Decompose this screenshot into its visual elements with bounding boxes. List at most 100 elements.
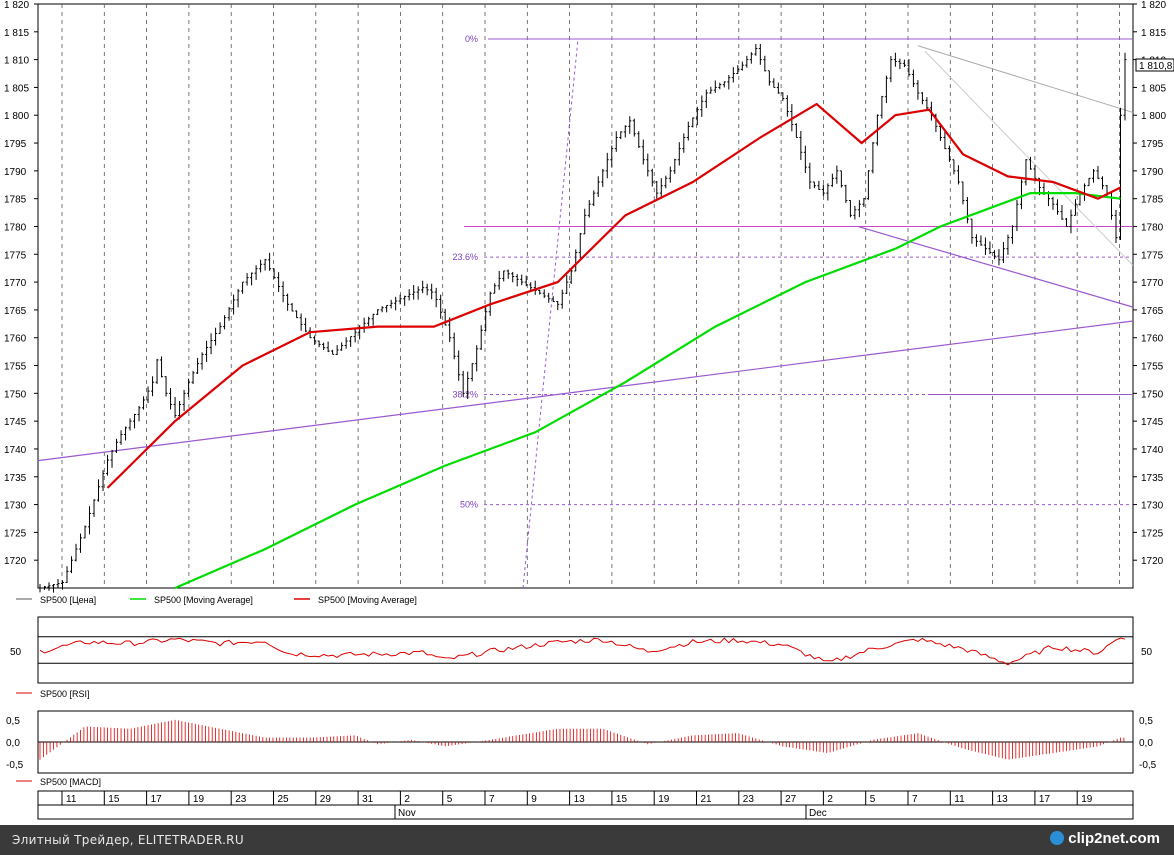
price-legend: SP500 [Цена] SP500 [Moving Average] SP50… bbox=[16, 595, 417, 605]
y-tick-label-right: 1 800 bbox=[1141, 111, 1166, 122]
y-tick-label-right: 1740 bbox=[1141, 445, 1164, 456]
y-tick-label-right: 1720 bbox=[1141, 556, 1164, 567]
fib-level-label: 0% bbox=[465, 34, 478, 44]
macd-tick-right: 0,5 bbox=[1139, 716, 1153, 727]
legend-price: SP500 [Цена] bbox=[40, 595, 96, 605]
date-tick-label: 25 bbox=[278, 794, 290, 805]
y-tick-label-left: 1760 bbox=[4, 334, 27, 345]
date-tick-label: 31 bbox=[362, 794, 374, 805]
y-tick-label-left: 1765 bbox=[4, 306, 27, 317]
y-tick-label-right: 1785 bbox=[1141, 195, 1164, 206]
date-tick-label: 5 bbox=[870, 794, 876, 805]
legend-rsi: SP500 [RSI] bbox=[40, 689, 90, 699]
y-tick-label-left: 1 805 bbox=[4, 83, 29, 94]
legend-ma-red: SP500 [Moving Average] bbox=[318, 595, 417, 605]
y-tick-label-left: 1775 bbox=[4, 250, 27, 261]
fib-fan-line bbox=[522, 38, 579, 589]
date-tick-label: 23 bbox=[743, 794, 755, 805]
legend-macd: SP500 [MACD] bbox=[40, 777, 101, 787]
y-tick-label-right: 1 815 bbox=[1141, 28, 1166, 39]
y-tick-label-right: 1730 bbox=[1141, 501, 1164, 512]
clip2net-logo-text: clip2net.com bbox=[1068, 830, 1160, 847]
macd-tick-left: -0,5 bbox=[6, 760, 24, 771]
date-tick-label: 23 bbox=[235, 794, 247, 805]
y-tick-label-left: 1750 bbox=[4, 389, 27, 400]
month-label: Nov bbox=[398, 808, 416, 819]
y-tick-label-right: 1750 bbox=[1141, 389, 1164, 400]
macd-tick-right: -0,5 bbox=[1139, 760, 1157, 771]
date-tick-label: 29 bbox=[320, 794, 332, 805]
y-tick-label-right: 1770 bbox=[1141, 278, 1164, 289]
trend-line bbox=[857, 225, 1134, 308]
y-tick-label-right: 1 820 bbox=[1141, 0, 1166, 11]
moving-average-green-line bbox=[174, 192, 1121, 590]
legend-ma-green: SP500 [Moving Average] bbox=[154, 595, 253, 605]
moving-average-red-line bbox=[106, 102, 1121, 489]
footer-bar: Элитный Трейдер, ELITETRADER.RU clip2net… bbox=[0, 825, 1174, 855]
y-tick-label-left: 1745 bbox=[4, 417, 27, 428]
y-tick-label-left: 1770 bbox=[4, 278, 27, 289]
y-tick-label-left: 1735 bbox=[4, 473, 27, 484]
fib-level-label: 38.2% bbox=[452, 389, 478, 399]
y-tick-label-right: 1725 bbox=[1141, 528, 1164, 539]
date-tick-label: 19 bbox=[193, 794, 205, 805]
date-tick-label: 19 bbox=[1081, 794, 1093, 805]
y-tick-label-left: 1730 bbox=[4, 501, 27, 512]
y-tick-label-right: 1795 bbox=[1141, 139, 1164, 150]
date-tick-label: 13 bbox=[574, 794, 586, 805]
date-tick-label: 2 bbox=[827, 794, 833, 805]
trend-line-gray bbox=[924, 50, 1134, 266]
y-tick-label-right: 1765 bbox=[1141, 306, 1164, 317]
date-tick-label: 27 bbox=[785, 794, 797, 805]
y-tick-label-left: 1 800 bbox=[4, 111, 29, 122]
last-price-marker: 1 810,8 bbox=[1135, 58, 1174, 72]
y-tick-label-right: 1760 bbox=[1141, 334, 1164, 345]
date-tick-label: 7 bbox=[489, 794, 495, 805]
clip2net-logo: clip2net.com bbox=[1050, 830, 1160, 847]
date-tick-label: 11 bbox=[954, 794, 965, 805]
footer-site-text: Элитный Трейдер, ELITETRADER.RU bbox=[12, 833, 244, 847]
date-tick-label: 9 bbox=[531, 794, 537, 805]
clip2net-icon bbox=[1050, 831, 1065, 845]
date-tick-label: 19 bbox=[658, 794, 670, 805]
fib-level-label: 50% bbox=[460, 500, 478, 510]
date-tick-label: 21 bbox=[701, 794, 713, 805]
date-tick-label: 11 bbox=[66, 794, 77, 805]
trend-line bbox=[37, 320, 1134, 462]
date-tick-label: 5 bbox=[447, 794, 453, 805]
date-tick-label: 17 bbox=[1039, 794, 1051, 805]
y-tick-label-left: 1785 bbox=[4, 195, 27, 206]
y-tick-label-left: 1 810 bbox=[4, 56, 29, 67]
macd-legend: SP500 [MACD] bbox=[16, 777, 101, 787]
trend-line-gray bbox=[917, 45, 1134, 113]
rsi-tick-left: 50 bbox=[10, 647, 22, 658]
y-tick-label-left: 1790 bbox=[4, 167, 27, 178]
date-tick-label: 17 bbox=[151, 794, 163, 805]
price-panel bbox=[37, 3, 1134, 589]
date-tick-label: 7 bbox=[912, 794, 918, 805]
macd-tick-left: 0,0 bbox=[6, 738, 20, 749]
date-tick-label: 15 bbox=[108, 794, 120, 805]
month-label: Dec bbox=[809, 808, 827, 819]
y-tick-label-left: 1 820 bbox=[4, 0, 29, 11]
y-tick-label-left: 1795 bbox=[4, 139, 27, 150]
y-tick-label-right: 1780 bbox=[1141, 222, 1164, 233]
y-tick-label-left: 1780 bbox=[4, 222, 27, 233]
rsi-line bbox=[39, 637, 1126, 666]
rsi-panel bbox=[37, 616, 1134, 684]
last-price-label: 1 810,8 bbox=[1139, 61, 1173, 72]
rsi-legend: SP500 [RSI] bbox=[16, 689, 90, 699]
y-tick-label-right: 1745 bbox=[1141, 417, 1164, 428]
y-tick-label-right: 1735 bbox=[1141, 473, 1164, 484]
y-tick-label-left: 1725 bbox=[4, 528, 27, 539]
rsi-tick-right: 50 bbox=[1141, 647, 1153, 658]
y-tick-label-right: 1755 bbox=[1141, 362, 1164, 373]
date-tick-label: 13 bbox=[997, 794, 1009, 805]
y-tick-label-right: 1 805 bbox=[1141, 83, 1166, 94]
y-tick-label-left: 1755 bbox=[4, 362, 27, 373]
y-tick-label-right: 1775 bbox=[1141, 250, 1164, 261]
y-tick-label-left: 1720 bbox=[4, 556, 27, 567]
macd-tick-left: 0,5 bbox=[6, 716, 20, 727]
y-tick-label-right: 1790 bbox=[1141, 167, 1164, 178]
